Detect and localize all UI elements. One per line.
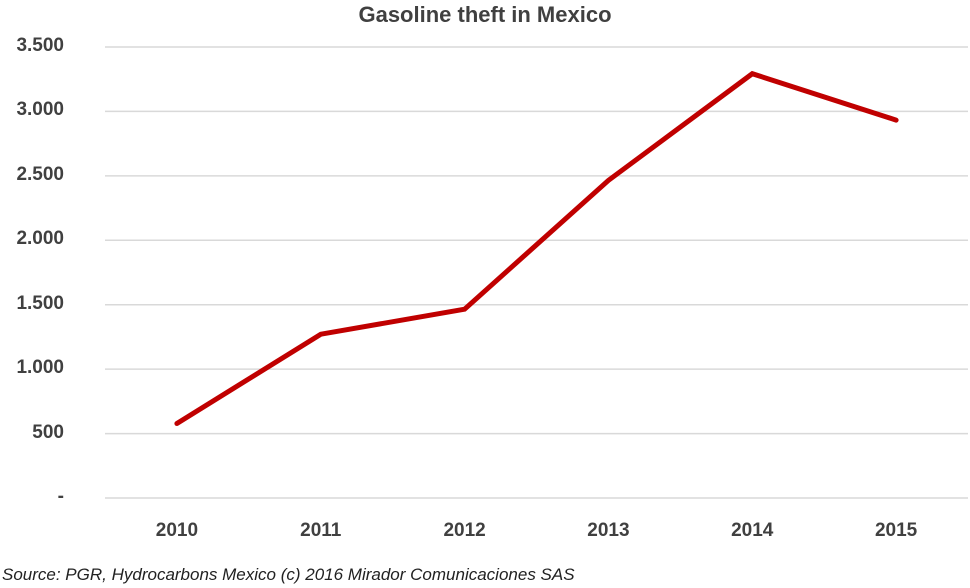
y-tick-label: 2.000	[16, 228, 64, 250]
x-tick-label: 2015	[874, 520, 918, 541]
data-line	[174, 70, 899, 426]
x-tick-label: 2013	[587, 520, 630, 541]
y-tick-label: 1.500	[16, 292, 64, 314]
y-tick-label: 500	[32, 421, 64, 443]
chart-title: Gasoline theft in Mexico	[358, 2, 612, 27]
y-tick-label: -	[57, 486, 64, 507]
x-tick-label: 2012	[443, 520, 486, 541]
gridlines	[105, 46, 968, 499]
x-tick-label: 2014	[731, 520, 774, 541]
y-tick-label: 1.000	[16, 357, 64, 379]
y-tick-label: 3.000	[16, 99, 64, 121]
y-tick-label: 3.500	[16, 35, 64, 56]
x-tick-label: 2011	[300, 520, 342, 541]
source-note: Source: PGR, Hydrocarbons Mexico (c) 201…	[2, 565, 575, 584]
x-tick-label: 2010	[155, 520, 199, 541]
y-tick-label: 2.500	[16, 163, 64, 185]
